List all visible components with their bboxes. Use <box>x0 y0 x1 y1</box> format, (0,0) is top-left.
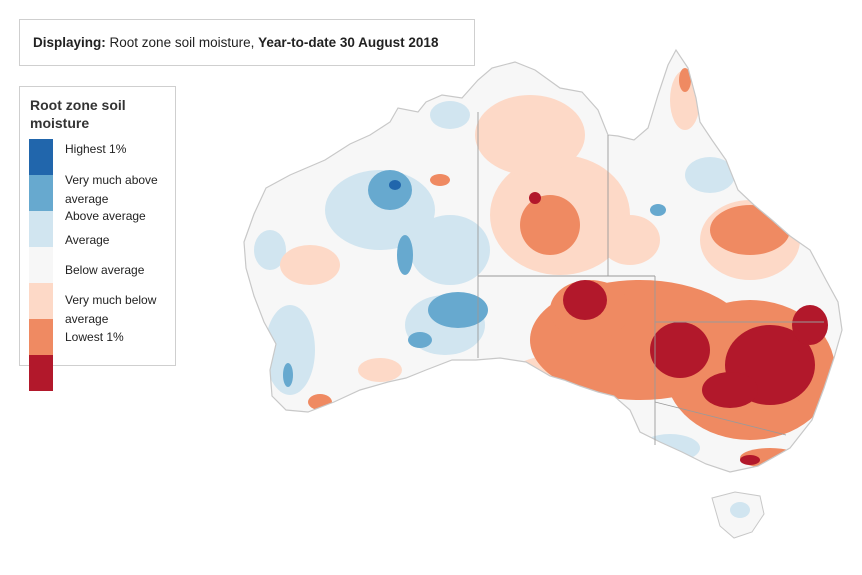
legend-swatch-lowest <box>29 355 53 391</box>
legend-label-below: Below average <box>65 263 145 277</box>
displaying-prefix: Displaying: <box>33 35 106 50</box>
legend-swatch-very-much-above <box>29 175 53 211</box>
legend-swatch-very-much-below <box>29 319 53 355</box>
legend-title: Root zone soil moisture <box>30 97 126 131</box>
legend-label-very-much-above: Very much above average <box>65 173 158 206</box>
displaying-caption: Displaying: Root zone soil moisture, Yea… <box>19 19 475 66</box>
displaying-period: Year-to-date 30 August 2018 <box>258 35 439 50</box>
legend-label-average: Average <box>65 233 110 247</box>
moisture-regions <box>254 68 835 468</box>
australia-soil-moisture-map <box>243 49 843 539</box>
legend-swatch-above <box>29 211 53 247</box>
map-legend: Root zone soil moisture Highest 1% Very … <box>19 86 176 391</box>
legend-swatch-highest <box>29 139 53 175</box>
legend-swatch-below <box>29 283 53 319</box>
legend-label-highest: Highest 1% <box>65 142 127 156</box>
legend-label-above: Above average <box>65 209 146 223</box>
displaying-separator: , <box>250 35 255 50</box>
state-borders <box>477 112 824 445</box>
legend-label-lowest: Lowest 1% <box>65 330 124 344</box>
displaying-layer: Root zone soil moisture <box>109 35 251 50</box>
tasmania-above-average <box>730 502 750 518</box>
legend-label-very-much-below: Very much below average <box>65 293 157 326</box>
legend-swatch-average <box>29 247 53 283</box>
